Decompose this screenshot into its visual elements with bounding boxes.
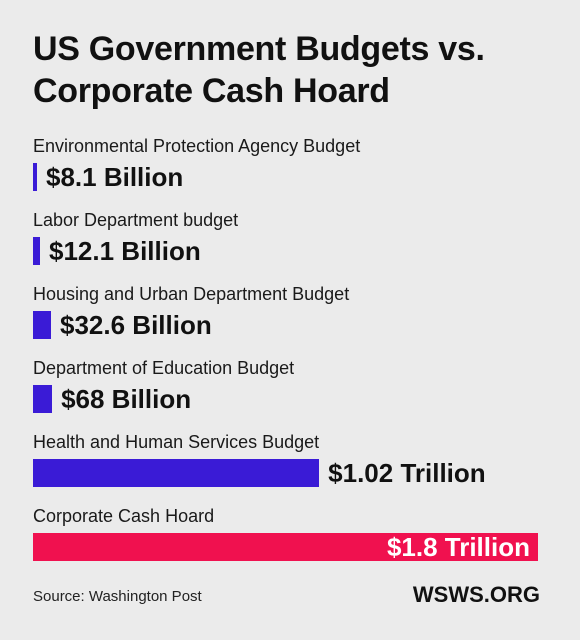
category-label: Housing and Urban Department Budget — [33, 284, 350, 304]
bar-row: Housing and Urban Department Budget $32.6… — [33, 280, 553, 354]
category-label: Labor Department budget — [33, 210, 239, 230]
bar-row: Labor Department budget $12.1 Billion — [33, 206, 553, 280]
bar-row: Department of Education Budget $68 Billio… — [33, 354, 553, 428]
bar-row: Environmental Protection Agency Budget $8… — [33, 132, 553, 206]
source-note: Source: Washington Post — [33, 588, 202, 605]
value-label: $68 Billion — [61, 384, 192, 414]
bar-row: Health and Human Services Budget $1.02 Tr… — [33, 428, 553, 502]
value-label: $8.1 Billion — [46, 162, 184, 192]
value-label: $12.1 Billion — [49, 236, 201, 266]
bar — [33, 533, 538, 561]
value-label: $1.02 Trillion — [328, 458, 486, 488]
category-label: Department of Education Budget — [33, 358, 295, 378]
category-label: Environmental Protection Agency Budget — [33, 136, 361, 156]
bar — [33, 385, 53, 413]
bar — [33, 163, 37, 191]
category-label: Health and Human Services Budget — [33, 432, 320, 452]
bar — [33, 311, 51, 339]
bar — [33, 237, 40, 265]
value-label: $1.8 Trillion — [386, 532, 530, 562]
brand-logo-text: WSWS.ORG — [412, 582, 540, 607]
bar — [33, 459, 320, 487]
bar-row: Corporate Cash Hoard $1.8 Trillion — [33, 502, 553, 576]
category-label: Corporate Cash Hoard — [33, 506, 215, 526]
value-label: $32.6 Billion — [60, 310, 212, 340]
bar-chart: Environmental Protection Agency Budget $8… — [33, 132, 553, 576]
chart-title: US Government Budgets vs. Corporate Cash… — [33, 30, 485, 110]
